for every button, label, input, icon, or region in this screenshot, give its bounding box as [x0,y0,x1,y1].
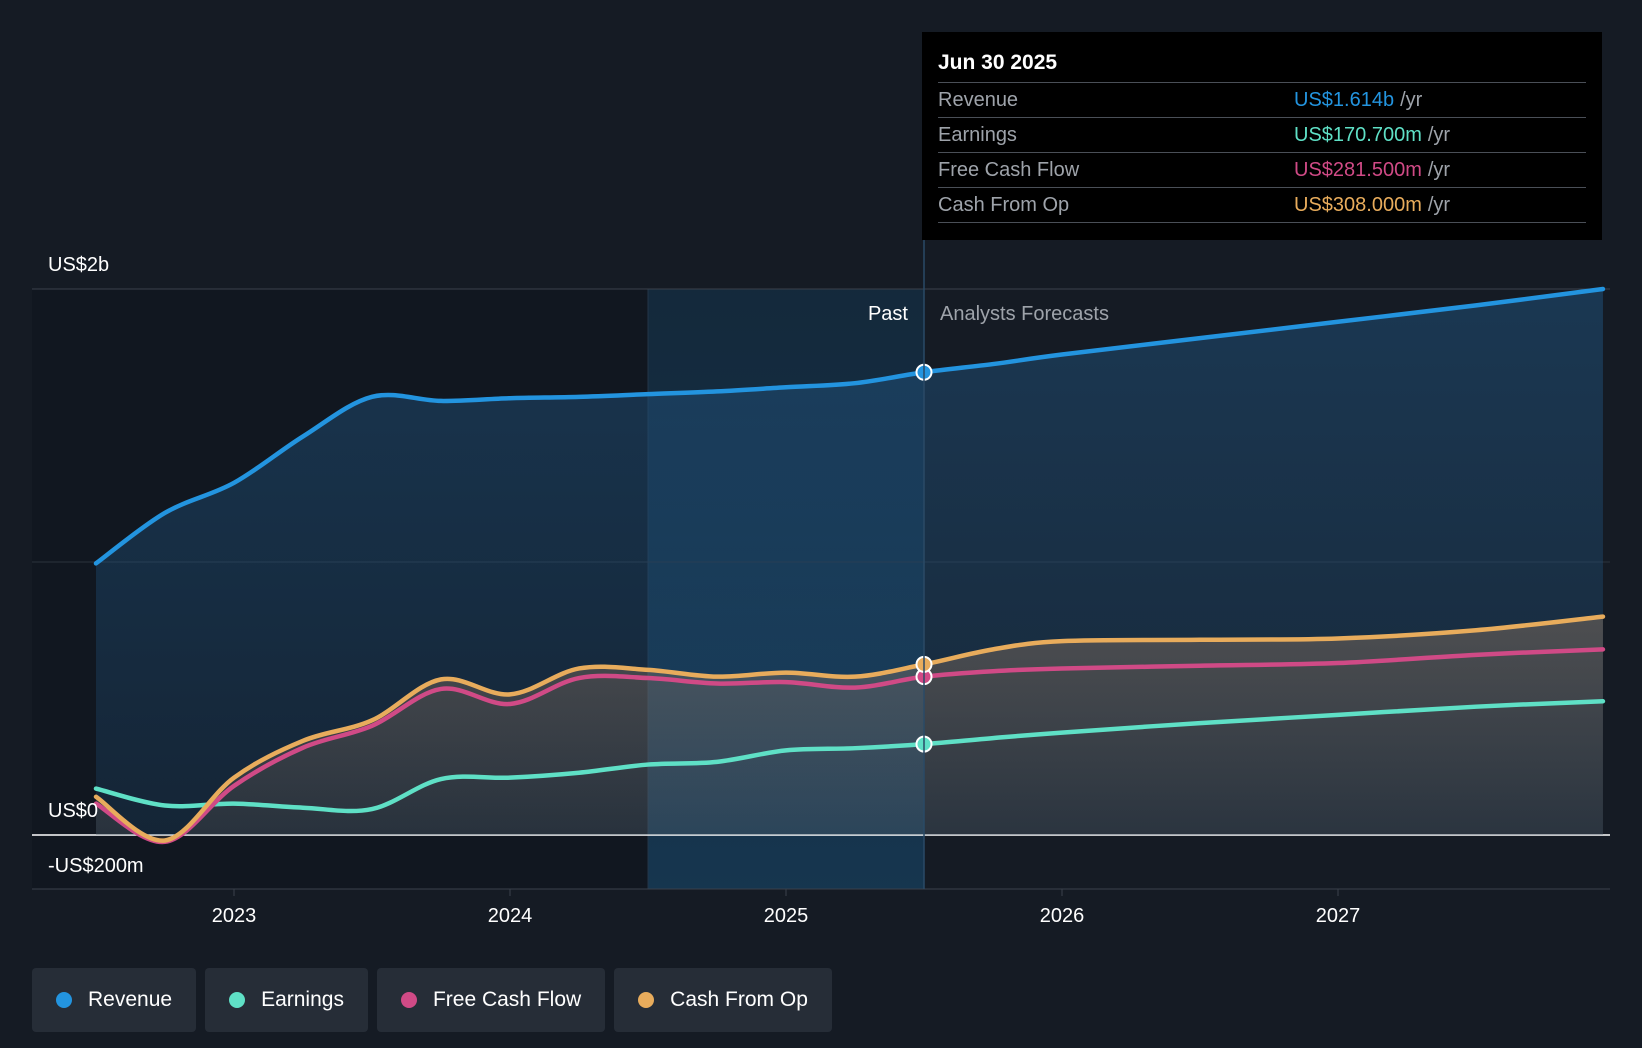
x-tick-label: 2024 [488,905,533,927]
past-section-label: Past [868,303,908,325]
tooltip-row-cash-from-op: Cash From Op US$308.000m/yr [938,187,1586,223]
tooltip: Jun 30 2025 Revenue US$1.614b/yr Earning… [922,32,1602,240]
legend-item-free-cash-flow[interactable]: Free Cash Flow [376,968,606,1032]
cash-from-op-line [93,614,1606,843]
tooltip-label: Earnings [938,124,1017,146]
earnings-line [93,698,1606,814]
legend-item-revenue[interactable]: Revenue [32,968,197,1032]
y-axis-label-top: US$2b [48,254,109,276]
free-cash-flow-line [93,647,1606,845]
tooltip-value: US$281.500m/yr [1294,159,1451,181]
y-axis-label-zero: US$0 [48,800,98,822]
legend-label: Earnings [261,988,344,1011]
legend-item-earnings[interactable]: Earnings [205,968,368,1032]
tooltip-label: Revenue [938,89,1019,111]
tooltip-date: Jun 30 2025 [938,51,1058,74]
cash-from-op-area [96,616,1603,841]
tooltip-row-earnings: Earnings US$170.700m/yr [938,117,1586,152]
tooltip-row-revenue: Revenue US$1.614b/yr [938,82,1586,117]
revenue-line [93,286,1606,566]
x-tick-label: 2025 [764,905,809,927]
x-tick-label: 2027 [1316,905,1361,927]
legend-label: Free Cash Flow [432,988,582,1011]
x-tick-label: 2023 [212,905,257,927]
revenue-dot-icon [56,992,72,1008]
tooltip-value: US$1.614b/yr [1294,89,1423,111]
legend-label: Cash From Op [670,988,808,1011]
legend-item-cash-from-op[interactable]: Cash From Op [614,968,832,1032]
cash-from-op-dot-icon [638,992,655,1008]
legend: Revenue Earnings Free Cash Flow Cash Fro… [32,968,832,1032]
forecast-section-label: Analysts Forecasts [940,303,1109,325]
earnings-dot-icon [229,992,246,1008]
tooltip-row-free-cash-flow: Free Cash Flow US$281.500m/yr [938,152,1586,187]
tooltip-value: US$170.700m/yr [1294,124,1451,146]
tooltip-label: Free Cash Flow [938,159,1080,181]
x-tick-label: 2026 [1040,905,1085,927]
tooltip-value: US$308.000m/yr [1294,194,1451,216]
tooltip-label: Cash From Op [938,194,1070,216]
free-cash-flow-dot-icon [400,992,417,1008]
legend-label: Revenue [88,988,173,1011]
y-axis-label-negative: -US$200m [48,855,144,877]
